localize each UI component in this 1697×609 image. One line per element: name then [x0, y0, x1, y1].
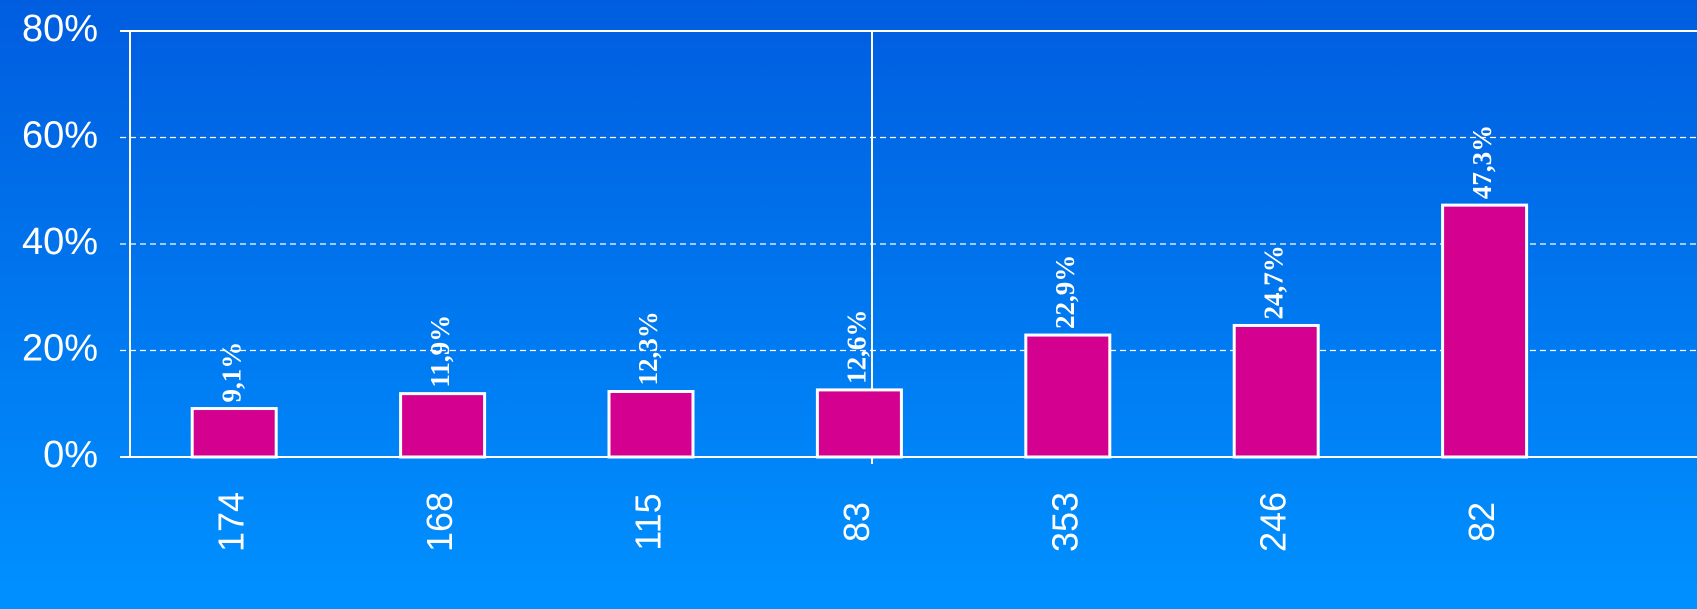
bar: [1024, 333, 1112, 459]
x-tick-label: 82: [1461, 502, 1502, 542]
bar: [399, 392, 487, 459]
bar: [1441, 203, 1529, 459]
y-tick-label: 40%: [22, 221, 98, 263]
y-tick-label: 60%: [22, 115, 98, 157]
y-tick-label: 0%: [43, 434, 98, 476]
x-tick-label: 83: [836, 502, 877, 542]
x-tick-label: 168: [419, 492, 460, 552]
y-tick-label: 80%: [22, 8, 98, 50]
x-tick-label: 353: [1044, 492, 1085, 552]
y-tick-label: 20%: [22, 328, 98, 370]
x-tick-label: 115: [628, 493, 669, 550]
value-label: 22,9%: [1050, 255, 1080, 329]
value-label: 12,6%: [842, 310, 872, 384]
x-tick-label: 174: [211, 492, 252, 552]
value-label: 24,7%: [1258, 245, 1288, 319]
bar: [815, 388, 903, 459]
bar: [190, 407, 278, 459]
value-label: 12,3%: [633, 311, 663, 385]
x-tick-label: 246: [1253, 492, 1294, 552]
value-label: 47,3%: [1467, 125, 1497, 199]
value-label: 9,1%: [216, 342, 246, 403]
value-label: 11,9%: [425, 315, 455, 388]
bar: [607, 390, 695, 459]
bar: [1232, 323, 1320, 459]
